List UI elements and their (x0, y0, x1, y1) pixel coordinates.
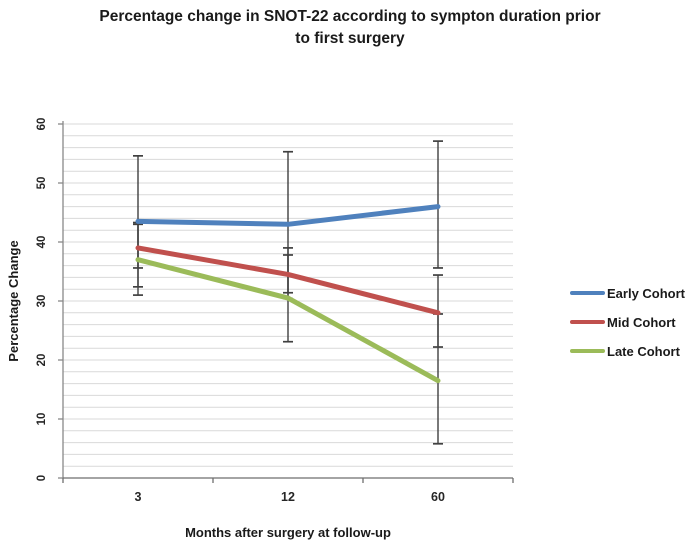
legend-label: Late Cohort (607, 343, 680, 359)
legend-label: Mid Cohort (607, 314, 676, 330)
chart-title-line1: Percentage change in SNOT-22 according t… (99, 8, 601, 25)
y-tick-label: 60 (36, 117, 48, 131)
x-tick-label: 60 (431, 490, 445, 504)
y-tick-label: 40 (36, 235, 48, 249)
y-tick-label: 30 (36, 294, 48, 308)
y-tick-label: 20 (36, 353, 48, 367)
legend-label: Early Cohort (607, 285, 686, 301)
chart-title: Percentage change in SNOT-22 according t… (0, 6, 700, 50)
x-tick-label: 12 (281, 490, 295, 504)
legend: Early Cohort Mid Cohort Late Cohort (570, 285, 685, 372)
late-cohort-line-swatch (570, 349, 605, 353)
mid-cohort-line-swatch (570, 320, 605, 324)
y-tick-label: 10 (36, 412, 48, 426)
x-axis-title: Months after surgery at follow-up (185, 525, 391, 540)
legend-item-late-cohort: Late Cohort (570, 343, 685, 359)
y-tick-label: 50 (36, 176, 48, 190)
chart-title-line2: to first surgery (295, 30, 405, 47)
y-tick-label: 0 (36, 474, 48, 482)
legend-item-mid-cohort: Mid Cohort (570, 314, 685, 330)
early-cohort-line-swatch (570, 291, 605, 295)
x-tick-label: 3 (134, 490, 142, 504)
legend-item-early-cohort: Early Cohort (570, 285, 685, 301)
y-axis-title: Percentage Change (6, 240, 21, 362)
